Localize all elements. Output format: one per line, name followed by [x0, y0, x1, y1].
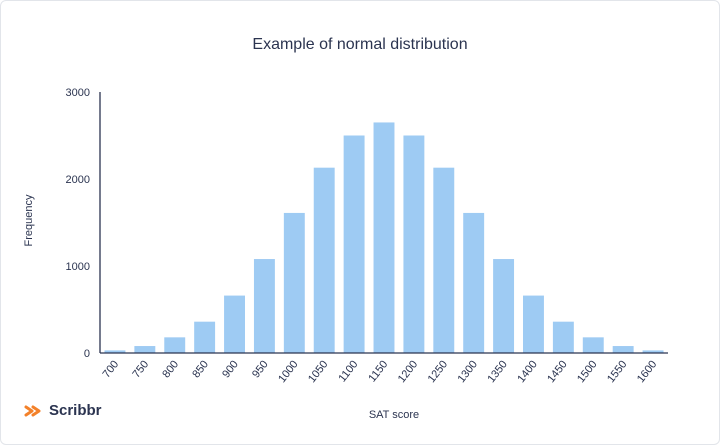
bar — [493, 259, 515, 353]
bar — [224, 295, 245, 353]
y-tick-label: 0 — [84, 348, 90, 360]
bar — [433, 167, 455, 353]
x-tick-label: 1500 — [575, 358, 600, 385]
x-tick-label: 1350 — [485, 358, 510, 385]
x-tick-label: 700 — [101, 358, 122, 380]
bar — [642, 350, 664, 353]
scribbr-logo-icon — [24, 405, 41, 416]
y-tick-label: 2000 — [66, 174, 90, 186]
x-tick-label: 800 — [160, 358, 181, 380]
x-tick-label: 1200 — [396, 358, 421, 385]
scribbr-logo-text: Scribbr — [49, 402, 102, 419]
x-tick-label: 1600 — [635, 358, 660, 385]
bar — [612, 346, 634, 353]
bar — [253, 259, 275, 353]
bar — [582, 337, 604, 353]
bar — [134, 346, 156, 353]
bar — [164, 337, 186, 353]
bar — [194, 321, 216, 353]
bar — [463, 212, 485, 353]
bar — [552, 321, 574, 353]
bar — [373, 122, 395, 353]
bar — [283, 212, 305, 353]
chart-title: Example of normal distribution — [252, 36, 468, 53]
x-tick-label: 1550 — [605, 358, 630, 385]
bar — [343, 135, 365, 353]
y-axis-label: Frequency — [23, 194, 35, 246]
x-tick-label: 1300 — [456, 358, 481, 385]
bar — [403, 135, 425, 353]
bar — [104, 350, 126, 353]
x-tick-label: 1050 — [306, 358, 331, 385]
x-tick-label: 900 — [220, 358, 241, 380]
bar — [523, 295, 544, 353]
x-tick-label: 750 — [130, 358, 151, 380]
scribbr-logo: Scribbr — [24, 402, 102, 419]
x-axis-label: SAT score — [369, 409, 419, 421]
x-tick-label: 1000 — [276, 358, 301, 385]
x-tick-label: 1400 — [515, 358, 540, 385]
y-tick-label: 1000 — [66, 261, 90, 273]
bar — [313, 167, 335, 353]
x-tick-label: 850 — [190, 358, 211, 380]
x-tick-label: 950 — [250, 358, 271, 380]
y-tick-label: 3000 — [66, 87, 90, 99]
x-tick-label: 1250 — [426, 358, 451, 385]
x-tick-label: 1450 — [545, 358, 570, 385]
x-tick-label: 1150 — [366, 358, 390, 384]
x-tick-label: 1100 — [336, 358, 360, 384]
